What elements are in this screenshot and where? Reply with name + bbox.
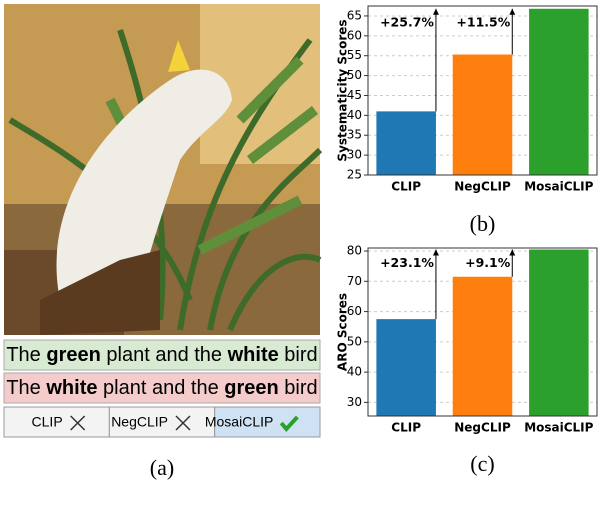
y-tick-label: 50 <box>347 68 362 82</box>
caption-segment: white <box>45 377 97 399</box>
x-tick-label: CLIP <box>391 421 421 435</box>
bar <box>529 8 589 176</box>
caption-row <box>3 372 321 404</box>
x-tick-label: NegCLIP <box>454 180 511 194</box>
model-cell <box>214 406 321 438</box>
cross-icon <box>175 415 191 431</box>
model-name: NegCLIP <box>111 414 168 430</box>
panel-label: (b) <box>470 211 496 236</box>
y-tick-label: 40 <box>347 365 362 379</box>
caption-text: The green plant and the white bird <box>6 344 317 366</box>
y-tick-label: 30 <box>347 148 362 162</box>
bar <box>376 319 436 416</box>
caption-segment: plant and the <box>98 377 225 399</box>
caption-segment: bird <box>279 377 318 399</box>
y-tick-label: 70 <box>347 274 362 288</box>
panel-label: (c) <box>470 451 494 476</box>
model-name: CLIP <box>32 414 63 430</box>
caption-segment: green <box>224 377 278 399</box>
arrow-head <box>509 249 516 256</box>
model-cell <box>3 406 110 438</box>
caption-segment: bird <box>279 344 318 366</box>
bar <box>529 249 589 416</box>
plot-frame <box>367 5 598 176</box>
annotation: +11.5% <box>456 14 510 29</box>
y-tick-label: 60 <box>347 28 362 42</box>
caption-segment: The <box>6 344 46 366</box>
cross-icon <box>70 415 86 431</box>
bar <box>376 111 436 175</box>
x-tick-label: MosaiCLIP <box>524 180 593 194</box>
y-tick-label: 35 <box>347 128 362 142</box>
annotation: +25.7% <box>380 14 434 29</box>
annotation: +23.1% <box>380 255 434 270</box>
caption-segment: green <box>46 344 100 366</box>
caption-segment: The <box>6 377 46 399</box>
arrow-head <box>432 249 439 256</box>
x-tick-label: MosaiCLIP <box>524 421 593 435</box>
plot-frame <box>367 247 598 417</box>
y-tick-label: 25 <box>347 168 362 182</box>
arrow-head <box>509 8 516 15</box>
y-tick-label: 40 <box>347 108 362 122</box>
annotation: +9.1% <box>465 255 511 270</box>
caption-text: The white plant and the green bird <box>6 377 317 399</box>
x-tick-label: CLIP <box>391 180 421 194</box>
y-tick-label: 60 <box>347 304 362 318</box>
arrow-head <box>432 8 439 15</box>
y-tick-label: 30 <box>347 395 362 409</box>
model-name: MosaiCLIP <box>205 414 273 430</box>
caption-segment: white <box>227 344 279 366</box>
caption-row <box>3 339 321 371</box>
check-icon <box>279 415 299 433</box>
y-tick-label: 65 <box>347 8 362 22</box>
y-axis-title: ARO Scores <box>336 293 350 371</box>
caption-segment: plant and the <box>101 344 228 366</box>
bar <box>452 54 513 175</box>
y-tick-label: 55 <box>347 48 362 62</box>
y-tick-label: 50 <box>347 334 362 348</box>
y-tick-label: 45 <box>347 88 362 102</box>
photo <box>4 4 323 335</box>
bar <box>452 276 513 416</box>
panel-label: (a) <box>150 455 174 480</box>
y-axis-title: Systematicity Scores <box>336 19 350 161</box>
y-tick-label: 80 <box>347 244 362 258</box>
x-tick-label: NegCLIP <box>454 421 511 435</box>
